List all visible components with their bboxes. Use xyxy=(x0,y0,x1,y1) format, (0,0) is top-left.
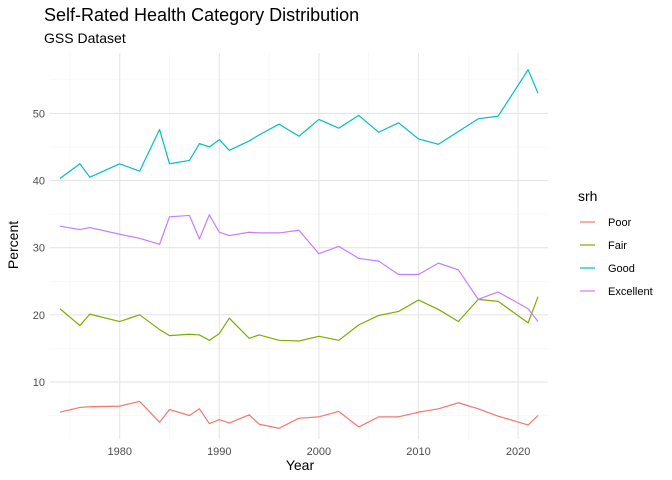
y-tick-label: 20 xyxy=(33,310,45,322)
y-axis-ticks: 10 20 30 40 50 xyxy=(33,108,45,389)
legend: Poor Fair Good Excellent xyxy=(580,217,653,298)
x-tick-label: 2010 xyxy=(406,446,430,458)
y-axis-title: Percent xyxy=(5,221,21,269)
x-tick-label: 1980 xyxy=(107,446,131,458)
x-tick-label: 1990 xyxy=(207,446,231,458)
series-line-fair xyxy=(59,296,539,342)
major-gridlines xyxy=(50,53,548,439)
chart-subtitle: GSS Dataset xyxy=(44,30,126,46)
legend-label-poor: Poor xyxy=(608,217,632,229)
legend-label-fair: Fair xyxy=(608,240,627,252)
x-tick-label: 2000 xyxy=(307,446,331,458)
series-line-good xyxy=(59,69,539,180)
legend-label-excellent: Excellent xyxy=(608,286,653,298)
series-line-excellent xyxy=(59,214,539,322)
chart-title: Self-Rated Health Category Distribution xyxy=(44,5,359,25)
minor-gridlines xyxy=(50,53,548,439)
y-tick-label: 50 xyxy=(33,108,45,120)
legend-title: srh xyxy=(578,188,597,204)
y-tick-label: 10 xyxy=(33,377,45,389)
y-tick-label: 30 xyxy=(33,243,45,255)
y-tick-label: 40 xyxy=(33,176,45,188)
x-axis-ticks: 1980 1990 2000 2010 2020 xyxy=(107,446,530,458)
legend-label-good: Good xyxy=(608,263,635,275)
x-axis-title: Year xyxy=(286,457,315,473)
series-line-poor xyxy=(59,400,539,429)
x-tick-label: 2020 xyxy=(506,446,530,458)
series-lines xyxy=(59,69,539,429)
